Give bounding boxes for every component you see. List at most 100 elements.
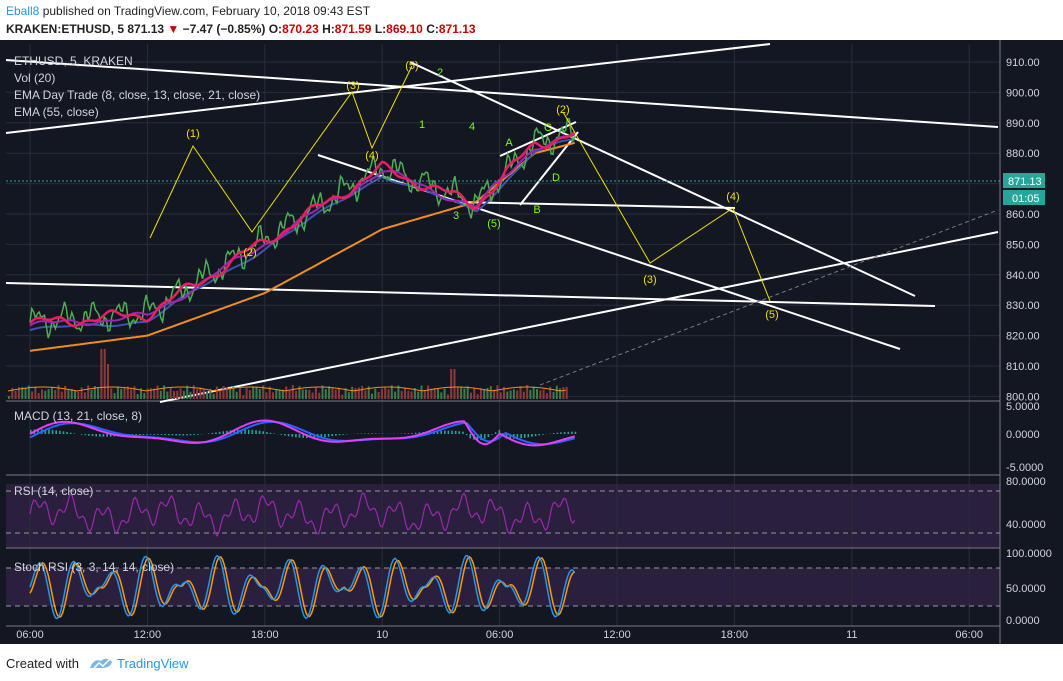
volume-bar: [394, 391, 397, 399]
volume-bar: [116, 386, 119, 399]
volume-bar: [17, 387, 20, 399]
volume-bar: [252, 387, 255, 399]
volume-bar: [11, 387, 14, 399]
projection-label-3: (3): [643, 274, 656, 286]
volume-bar: [512, 389, 515, 399]
price-axis[interactable]: 910.00900.00890.00880.00870.00860.00850.…: [1006, 57, 1040, 403]
down-arrow-icon: ▼: [167, 22, 180, 36]
volume-bar: [143, 392, 146, 399]
macd-histogram-bar: [342, 434, 344, 435]
stoch-tick-0: 100.0000: [1006, 548, 1052, 560]
volume-bar: [357, 387, 360, 399]
legend-stoch[interactable]: Stoch RSI (3, 3, 14, 14, close): [14, 560, 174, 574]
macd-histogram-bar: [556, 432, 559, 434]
volume-bar: [509, 390, 512, 399]
macd-histogram-bar: [291, 434, 294, 437]
volume-bar: [140, 388, 142, 399]
volume-bar: [334, 389, 337, 399]
volume-bar: [146, 388, 149, 399]
trendline-support-b[interactable]: [454, 201, 736, 209]
macd-histogram-bar: [247, 429, 250, 434]
volume-bar: [199, 387, 202, 399]
volume-bar: [255, 386, 258, 399]
macd-histogram-bar: [360, 433, 363, 434]
volume-ma-line: [7, 386, 566, 392]
legend-rsi[interactable]: RSI (14, close): [14, 484, 93, 498]
chart-area[interactable]: (1) (2) (3) (4) (5) 2 1 3 4 (5) A B C D …: [0, 40, 1063, 644]
macd-histogram-bar: [262, 431, 264, 434]
subwave-label-4: 4: [469, 121, 475, 133]
volume-bar: [232, 386, 235, 399]
macd-histogram-bar: [414, 432, 417, 434]
subwave-label-a: A: [505, 137, 513, 149]
macd-histogram-bar: [222, 431, 225, 434]
volume-bar: [404, 388, 406, 399]
macd-histogram-bar: [476, 434, 479, 441]
volume-bar: [470, 392, 472, 399]
volume-bar: [163, 385, 166, 399]
macd-histogram-bar: [327, 434, 330, 437]
volume-bar: [31, 391, 34, 399]
rsi-tick-1: 40.0000: [1006, 519, 1046, 531]
tradingview-logo-icon[interactable]: [88, 654, 114, 672]
wave-marker: [186, 126, 200, 140]
wave-label-3: (3): [346, 80, 359, 92]
macd-histogram-bar: [84, 434, 87, 436]
macd-histogram-bar: [44, 429, 47, 434]
trendline-rising[interactable]: [159, 231, 999, 403]
macd-histogram-bar: [95, 434, 97, 437]
time-tick-8: 06:00: [955, 629, 983, 641]
trendline-channel-top[interactable]: [409, 61, 916, 297]
volume-bar: [473, 387, 476, 399]
volume-bar: [486, 388, 489, 399]
time-tick-7: 11: [846, 629, 857, 641]
macd-histogram-bar: [55, 430, 57, 434]
volume-bar: [222, 386, 225, 399]
chart-svg[interactable]: (1) (2) (3) (4) (5) 2 1 3 4 (5) A B C D …: [0, 40, 1063, 644]
chart-background: [0, 40, 1063, 644]
volume-bar: [182, 390, 185, 399]
volume-bar: [70, 389, 73, 399]
macd-histogram-bar: [175, 434, 177, 436]
volume-bar: [100, 349, 103, 399]
macd-histogram-bar: [534, 434, 537, 437]
macd-tick-1: 0.0000: [1006, 429, 1040, 441]
macd-histogram-bar: [73, 433, 76, 434]
legend-ema55[interactable]: EMA (55, close): [14, 105, 99, 119]
rsi-axis: 80.0000 40.0000: [1006, 476, 1046, 531]
trendline-abc-top[interactable]: [499, 121, 577, 157]
projection-label-4: (4): [726, 191, 739, 203]
volume-bar: [417, 391, 420, 399]
trendline-upper-resistance[interactable]: [5, 59, 999, 128]
volume-bar: [186, 385, 189, 399]
volume-bar: [324, 389, 327, 399]
subwave-label-c: C: [544, 122, 552, 134]
volume-bar: [522, 391, 525, 399]
legend-vol[interactable]: Vol (20): [14, 71, 55, 85]
volume-bar: [367, 386, 370, 399]
volume-bar: [384, 387, 387, 399]
volume-bar: [242, 395, 245, 399]
legend-main[interactable]: ETHUSD, 5, KRAKEN: [14, 54, 133, 68]
macd-histogram-bar: [189, 434, 192, 436]
macd-histogram-bar: [284, 434, 286, 436]
tradingview-link[interactable]: TradingView: [117, 656, 189, 671]
author-link[interactable]: Eball8: [6, 4, 40, 18]
time-axis[interactable]: 06:00 12:00 18:00 10 06:00 12:00 18:00 11 06:00: [16, 629, 983, 641]
trendline-horizontal[interactable]: [5, 282, 936, 307]
legend-ema-daytrade[interactable]: EMA Day Trade (8, close, 13, close, 21, …: [14, 88, 260, 102]
volume-bar: [133, 386, 136, 399]
volume-bar: [212, 393, 215, 399]
trendline-upper-support[interactable]: [5, 43, 771, 134]
macd-histogram-bar: [37, 429, 39, 434]
macd-histogram-bar: [469, 434, 471, 439]
volume-bar: [41, 389, 43, 399]
macd-histogram-bar: [149, 434, 152, 435]
volume-bar: [427, 385, 430, 399]
legend-macd[interactable]: MACD (13, 21, close, 8): [14, 409, 142, 423]
time-tick-3: 10: [376, 629, 388, 641]
macd-histogram-bar: [211, 432, 214, 434]
price-tick-11: 800.00: [1006, 391, 1040, 403]
macd-histogram-bar: [454, 430, 457, 434]
created-with-text: Created with: [6, 656, 79, 671]
